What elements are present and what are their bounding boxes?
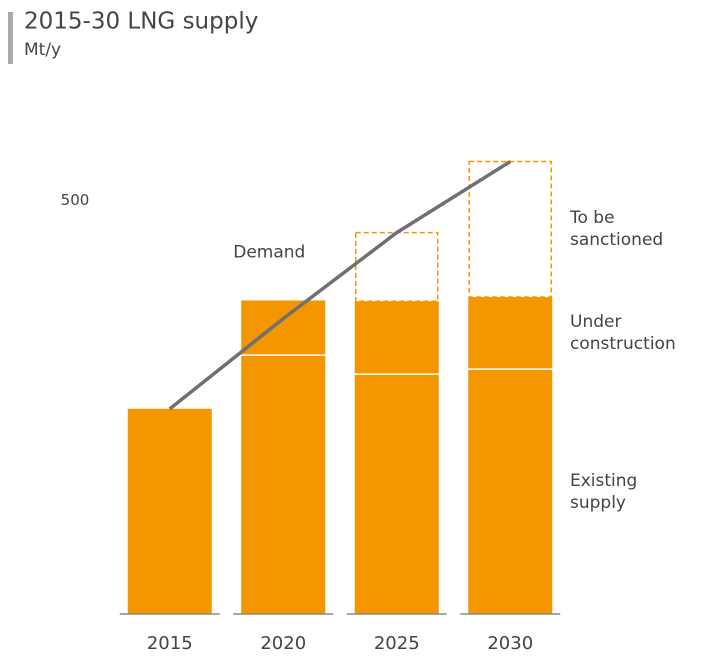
chart-title: 2015-30 LNG supply [24,9,258,35]
x-tick-label: 2020 [260,633,306,654]
x-tick-label: 2025 [374,633,420,654]
x-tick-label: 2030 [487,633,533,654]
bar-segment [468,160,552,298]
title-accent [8,12,13,64]
line-label: Demand [233,243,305,263]
bar-segment [468,297,553,370]
legend-label: Existing supply [570,470,638,513]
x-tick-label: 2015 [147,633,193,654]
legend-label: Under construction [570,312,676,355]
bar-segment [354,374,439,614]
bar-segment [468,369,553,614]
chart-subtitle: Mt/y [24,40,61,60]
bar-segment [127,408,212,614]
bar-segment [241,300,326,356]
bar-segment [241,355,326,614]
bar-segment [355,231,439,303]
legend-label: To be sanctioned [570,208,664,251]
bar-segment [354,301,439,375]
demand-line [168,159,512,411]
y-tick-label: 500 [61,191,90,209]
